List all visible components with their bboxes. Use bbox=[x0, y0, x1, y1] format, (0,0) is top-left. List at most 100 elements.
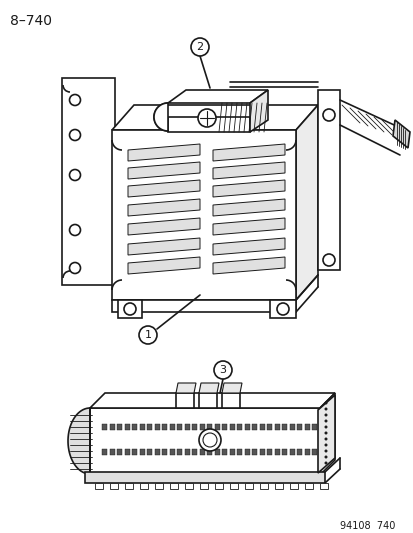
Bar bbox=[297, 424, 302, 430]
Circle shape bbox=[322, 109, 334, 121]
Polygon shape bbox=[295, 105, 317, 300]
Bar bbox=[274, 424, 279, 430]
Polygon shape bbox=[212, 238, 284, 255]
Polygon shape bbox=[112, 300, 295, 312]
Text: 1: 1 bbox=[144, 330, 151, 340]
Polygon shape bbox=[140, 483, 147, 489]
Bar bbox=[185, 449, 190, 455]
Polygon shape bbox=[95, 483, 103, 489]
Bar bbox=[214, 449, 219, 455]
Polygon shape bbox=[212, 257, 284, 274]
Text: 94108  740: 94108 740 bbox=[339, 521, 394, 531]
Bar bbox=[297, 449, 302, 455]
Bar bbox=[289, 449, 294, 455]
Bar bbox=[192, 424, 197, 430]
Bar bbox=[132, 424, 137, 430]
Polygon shape bbox=[185, 483, 192, 489]
Bar bbox=[125, 449, 130, 455]
Circle shape bbox=[69, 224, 80, 236]
Bar bbox=[274, 449, 279, 455]
Bar bbox=[170, 449, 175, 455]
Bar bbox=[117, 424, 122, 430]
Circle shape bbox=[276, 303, 288, 315]
Polygon shape bbox=[230, 483, 237, 489]
Polygon shape bbox=[68, 408, 90, 475]
Bar bbox=[267, 424, 272, 430]
Bar bbox=[312, 424, 317, 430]
Bar bbox=[125, 424, 130, 430]
Polygon shape bbox=[319, 393, 334, 475]
Circle shape bbox=[199, 429, 221, 451]
Bar bbox=[199, 449, 204, 455]
Bar bbox=[244, 424, 249, 430]
Bar bbox=[170, 424, 175, 430]
Bar bbox=[140, 449, 145, 455]
Bar bbox=[304, 449, 309, 455]
Bar bbox=[267, 449, 272, 455]
Circle shape bbox=[69, 130, 80, 141]
Circle shape bbox=[324, 443, 327, 447]
Polygon shape bbox=[212, 180, 284, 197]
Bar bbox=[289, 424, 294, 430]
Polygon shape bbox=[214, 483, 223, 489]
Bar bbox=[237, 424, 242, 430]
Polygon shape bbox=[110, 483, 118, 489]
Circle shape bbox=[139, 326, 157, 344]
Polygon shape bbox=[112, 105, 317, 130]
Polygon shape bbox=[128, 144, 199, 161]
Circle shape bbox=[322, 254, 334, 266]
Polygon shape bbox=[289, 483, 297, 489]
Polygon shape bbox=[259, 483, 267, 489]
Bar bbox=[140, 424, 145, 430]
Polygon shape bbox=[128, 162, 199, 179]
Polygon shape bbox=[212, 218, 284, 235]
Bar bbox=[214, 424, 219, 430]
Polygon shape bbox=[244, 483, 252, 489]
Circle shape bbox=[197, 109, 216, 127]
Polygon shape bbox=[212, 162, 284, 179]
Polygon shape bbox=[128, 180, 199, 197]
Polygon shape bbox=[125, 483, 133, 489]
Circle shape bbox=[324, 438, 327, 440]
Text: 8–740: 8–740 bbox=[10, 14, 52, 28]
Bar bbox=[259, 424, 264, 430]
Bar bbox=[252, 424, 257, 430]
Polygon shape bbox=[199, 393, 216, 408]
Polygon shape bbox=[176, 383, 195, 393]
Polygon shape bbox=[304, 483, 312, 489]
Polygon shape bbox=[112, 130, 295, 300]
Circle shape bbox=[324, 401, 327, 405]
Bar bbox=[282, 449, 287, 455]
Bar bbox=[207, 424, 212, 430]
Polygon shape bbox=[199, 383, 218, 393]
Bar bbox=[230, 424, 235, 430]
Bar bbox=[259, 449, 264, 455]
Bar bbox=[162, 449, 167, 455]
Bar bbox=[147, 424, 152, 430]
Polygon shape bbox=[249, 90, 267, 132]
Polygon shape bbox=[221, 383, 242, 393]
Circle shape bbox=[324, 408, 327, 410]
Bar bbox=[244, 449, 249, 455]
Bar bbox=[222, 424, 227, 430]
Circle shape bbox=[324, 449, 327, 453]
Circle shape bbox=[124, 303, 136, 315]
Polygon shape bbox=[317, 90, 339, 270]
Text: 3: 3 bbox=[219, 365, 226, 375]
Circle shape bbox=[324, 456, 327, 458]
Circle shape bbox=[324, 414, 327, 416]
Polygon shape bbox=[128, 238, 199, 255]
Bar bbox=[304, 424, 309, 430]
Bar bbox=[312, 449, 317, 455]
Polygon shape bbox=[212, 199, 284, 216]
Polygon shape bbox=[199, 483, 207, 489]
Bar bbox=[154, 449, 159, 455]
Text: 2: 2 bbox=[196, 42, 203, 52]
Circle shape bbox=[69, 262, 80, 273]
Polygon shape bbox=[176, 393, 194, 408]
Circle shape bbox=[69, 169, 80, 181]
Polygon shape bbox=[85, 472, 324, 483]
Bar bbox=[102, 424, 107, 430]
Circle shape bbox=[324, 462, 327, 464]
Polygon shape bbox=[269, 300, 295, 318]
